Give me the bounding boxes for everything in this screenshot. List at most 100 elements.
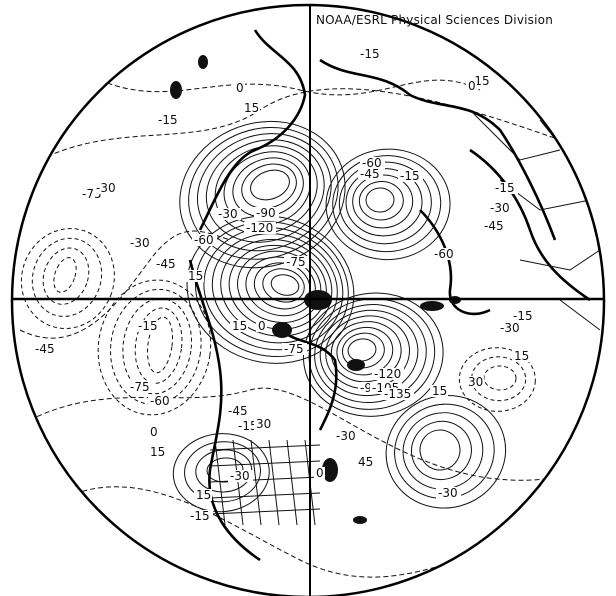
contour-label-halo — [372, 368, 404, 380]
contour-label-halo — [382, 388, 414, 400]
contour-line — [223, 151, 311, 226]
contour-label: -90 — [256, 206, 276, 220]
contour-line — [214, 145, 318, 235]
contour-line — [29, 387, 591, 481]
landmass — [198, 55, 208, 69]
contour-label-halo — [254, 418, 272, 430]
contour-label-halo — [511, 310, 536, 322]
contour-label: -15 — [400, 169, 420, 183]
contour-label-halo — [493, 182, 518, 194]
coastline — [469, 148, 591, 302]
contour-label-halo — [314, 467, 325, 479]
contour-label: -30 — [218, 207, 238, 221]
contour-label-halo — [398, 170, 423, 182]
contour-line — [314, 304, 427, 404]
contour-label: -30 — [130, 236, 150, 250]
contour-line — [419, 429, 461, 471]
contour-label-halo — [128, 381, 153, 393]
border-line — [209, 476, 321, 483]
contour-label: 15 — [150, 445, 165, 459]
contour-label-halo — [358, 48, 383, 60]
contour-line — [134, 307, 183, 384]
contour-label-halo — [498, 322, 523, 334]
contour-label-halo — [242, 102, 260, 114]
landmass — [347, 359, 365, 371]
landmass — [170, 81, 182, 99]
landmass — [272, 322, 292, 338]
contour-label-halo — [228, 470, 253, 482]
contour-label-halo — [94, 182, 119, 194]
border-line — [559, 299, 601, 331]
contour-line — [110, 288, 202, 405]
contour-label-halo — [136, 320, 161, 332]
contour-line — [20, 228, 115, 329]
contour-line — [402, 412, 484, 490]
contour-line — [262, 268, 305, 303]
contour-label-halo — [230, 320, 248, 332]
landmass — [353, 516, 367, 524]
contour-label: -30 — [500, 321, 520, 335]
contour-label-halo — [488, 202, 513, 214]
contour-line — [471, 356, 527, 402]
contour-line — [53, 257, 77, 293]
border-line — [469, 109, 561, 161]
contour-label: 15 — [196, 488, 211, 502]
border-line — [209, 444, 321, 451]
contour-label: -15 — [360, 47, 380, 61]
contour-label: -75 — [286, 255, 306, 269]
contour-label-halo — [254, 207, 279, 219]
contour-line — [188, 127, 339, 260]
credit-text: NOAA/ESRL Physical Sciences Division — [316, 13, 553, 27]
contour-label: -135 — [384, 387, 411, 401]
contour-line — [31, 237, 103, 317]
contour-line — [319, 309, 419, 397]
contour-label: 0 — [258, 319, 266, 333]
contour-line — [146, 316, 174, 374]
contour-labels: -15015-15-30-4515-15-30-45-60-75-90-120-… — [33, 47, 536, 523]
contour-label-halo — [186, 270, 204, 282]
landmass — [322, 458, 338, 482]
contour-label: 15 — [188, 269, 203, 283]
contour-label: 30 — [256, 417, 271, 431]
landmass — [420, 301, 444, 311]
contour-label: -45 — [484, 219, 504, 233]
contour-label: -15 — [238, 419, 258, 433]
contour-line — [19, 230, 231, 339]
contour-label-halo — [432, 248, 457, 260]
contour-label: -15 — [513, 309, 533, 323]
border-line — [209, 492, 321, 499]
coastline — [319, 58, 557, 241]
contour-label-halo — [216, 208, 241, 220]
contour-label: -45 — [35, 342, 55, 356]
contour-label-halo — [188, 510, 213, 522]
contour-line — [203, 227, 344, 351]
contour-label-halo — [436, 487, 461, 499]
contour-line — [411, 420, 472, 481]
contour-label: -120 — [374, 367, 401, 381]
coastline — [198, 29, 307, 231]
border-line — [268, 439, 280, 526]
coastline — [188, 259, 261, 562]
border-line — [250, 439, 262, 526]
contour-label: 0 — [316, 466, 324, 480]
contour-label: 0 — [236, 81, 244, 95]
contour-line — [59, 486, 521, 578]
contour-label: -45 — [156, 257, 176, 271]
contour-line — [325, 148, 451, 261]
contour-label-halo — [466, 376, 484, 388]
contour-label: -30 — [438, 486, 458, 500]
contour-label: -30 — [336, 429, 356, 443]
contour-label: -45 — [228, 404, 248, 418]
border-line — [519, 249, 601, 271]
contour-line — [270, 274, 300, 296]
contour-label-halo — [430, 385, 448, 397]
map-boundary-circle — [10, 3, 606, 596]
contour-label: 15 — [244, 101, 259, 115]
contour-label-halo — [358, 168, 383, 180]
contour-label-halo — [356, 456, 374, 468]
contour-line — [336, 326, 394, 376]
contour-line — [347, 338, 377, 362]
contour-label: 45 — [358, 455, 373, 469]
contour-label-halo — [282, 343, 307, 355]
